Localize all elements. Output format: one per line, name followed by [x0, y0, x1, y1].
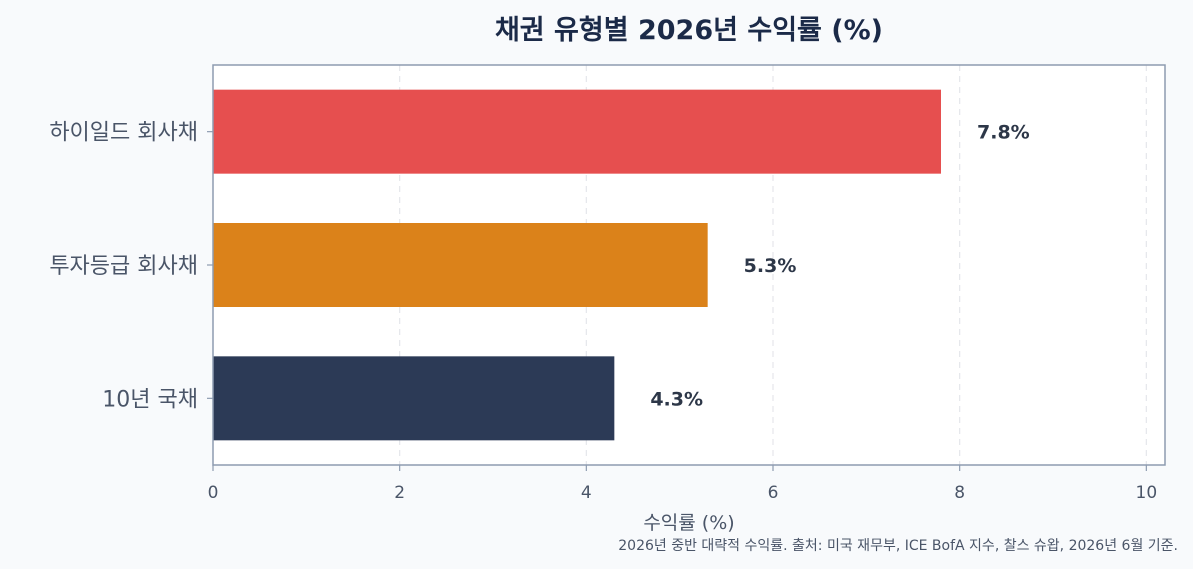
- x-tick-label-3: 6: [768, 483, 779, 503]
- x-axis-ticks: 0 2 4 6 8 10: [208, 465, 1158, 503]
- x-tick-label-0: 0: [208, 483, 219, 503]
- x-tick-label-1: 2: [394, 483, 405, 503]
- bar-0: [213, 89, 941, 174]
- y-tick-label-2: 10년 국채: [102, 387, 198, 412]
- value-label-0: 7.8%: [977, 122, 1030, 144]
- x-tick-label-4: 8: [954, 483, 965, 503]
- x-tick-label-5: 10: [1136, 483, 1158, 503]
- y-tick-label-0: 하이일드 회사채: [49, 121, 198, 146]
- y-tick-label-1: 투자등급 회사채: [49, 254, 198, 279]
- value-labels: 7.8% 5.3% 4.3%: [650, 122, 1029, 411]
- chart-caption: 2026년 중반 대략적 수익률. 출처: 미국 재무부, ICE BofA 지…: [618, 538, 1178, 554]
- bars: [213, 89, 941, 441]
- value-label-1: 5.3%: [744, 255, 797, 277]
- x-axis-label: 수익률 (%): [643, 512, 734, 534]
- chart-title: 채권 유형별 2026년 수익률 (%): [495, 15, 883, 46]
- bar-1: [213, 223, 708, 307]
- value-label-2: 4.3%: [650, 388, 703, 410]
- x-tick-label-2: 4: [581, 483, 592, 503]
- bar-2: [213, 356, 615, 441]
